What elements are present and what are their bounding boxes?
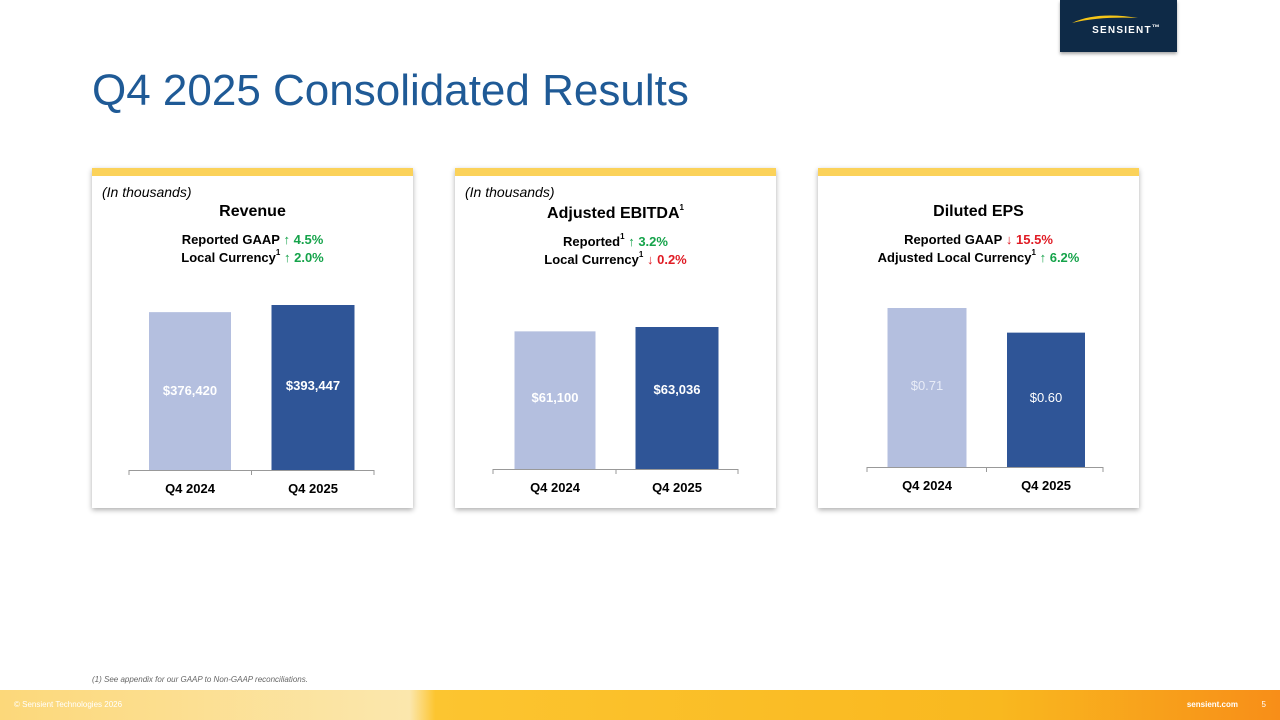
category-label: Q4 2024 <box>902 478 953 493</box>
revenue-bar-chart: $376,420 Q4 2024 $393,447 Q4 2025 <box>128 305 375 496</box>
metric-line: Local Currency1 ↑ 2.0% <box>181 248 324 265</box>
data-label: $63,036 <box>654 382 701 397</box>
metric-line: Adjusted Local Currency1 ↑ 6.2% <box>877 248 1080 265</box>
metric-line: Reported1 ↑ 3.2% <box>563 232 668 249</box>
metric-value: 3.2% <box>638 234 668 249</box>
adjusted-ebitda-card: (In thousands) Adjusted EBITDA1 Reported… <box>455 168 776 508</box>
metric-value: 15.5% <box>1016 232 1053 247</box>
eps-bar-chart: $0.71 Q4 2024 $0.60 Q4 2025 <box>866 308 1104 493</box>
category-label: Q4 2025 <box>288 481 338 496</box>
bar-q4-2025 <box>1007 332 1085 467</box>
data-label: $393,447 <box>286 378 340 393</box>
metric-line: Local Currency1 ↓ 0.2% <box>544 250 687 267</box>
sensient-logo: SENSIENT™ <box>1060 0 1177 52</box>
down-arrow-icon: ↓ <box>646 252 654 267</box>
category-label: Q4 2025 <box>1021 478 1071 493</box>
data-label: $0.71 <box>911 378 944 393</box>
metric-value: 4.5% <box>293 232 324 247</box>
swoosh-icon <box>1072 15 1138 23</box>
metric-line: Reported GAAP ↑ 4.5% <box>181 232 324 247</box>
up-arrow-icon: ↑ <box>1039 250 1047 265</box>
data-label: $0.60 <box>1030 390 1063 405</box>
bar-q4-2024 <box>887 308 967 467</box>
bar-q4-2024 <box>514 331 596 469</box>
website-link[interactable]: sensient.com <box>1186 700 1238 709</box>
bar-q4-2024 <box>149 312 231 470</box>
units-label: (In thousands) <box>465 184 555 200</box>
data-label: $376,420 <box>163 383 217 398</box>
metric-line: Reported GAAP ↓ 15.5% <box>904 232 1053 247</box>
diluted-eps-card: Diluted EPS Reported GAAP ↓ 15.5% Adjust… <box>818 168 1139 508</box>
up-arrow-icon: ↑ <box>283 232 291 247</box>
category-label: Q4 2025 <box>652 480 702 495</box>
metric-value: 0.2% <box>657 252 687 267</box>
card-title: Diluted EPS <box>933 203 1024 220</box>
page-title: Q4 2025 Consolidated Results <box>92 66 689 115</box>
units-label: (In thousands) <box>102 184 192 200</box>
metric-value: 6.2% <box>1049 250 1080 265</box>
up-arrow-icon: ↑ <box>283 250 291 265</box>
footnote: (1) See appendix for our GAAP to Non-GAA… <box>92 675 308 684</box>
category-label: Q4 2024 <box>530 480 581 495</box>
card-accent-bar <box>92 168 413 176</box>
logo-wordmark: SENSIENT™ <box>1092 23 1161 36</box>
card-accent-bar <box>455 168 776 176</box>
footer-bar: © Sensient Technologies 2026 sensient.co… <box>0 690 1280 720</box>
revenue-card: (In thousands) Revenue Reported GAAP ↑ 4… <box>92 168 413 508</box>
card-accent-bar <box>818 168 1139 176</box>
card-title: Adjusted EBITDA1 <box>547 203 684 222</box>
card-title: Revenue <box>219 203 286 220</box>
bar-q4-2025 <box>635 327 719 469</box>
bar-q4-2025 <box>271 305 355 470</box>
category-label: Q4 2024 <box>165 481 216 496</box>
down-arrow-icon: ↓ <box>1005 232 1013 247</box>
metric-value: 2.0% <box>294 250 324 265</box>
page-number: 5 <box>1261 700 1266 709</box>
up-arrow-icon: ↑ <box>628 234 635 249</box>
data-label: $61,100 <box>532 390 579 405</box>
copyright: © Sensient Technologies 2026 <box>14 700 123 709</box>
ebitda-bar-chart: $61,100 Q4 2024 $63,036 Q4 2025 <box>492 327 739 495</box>
